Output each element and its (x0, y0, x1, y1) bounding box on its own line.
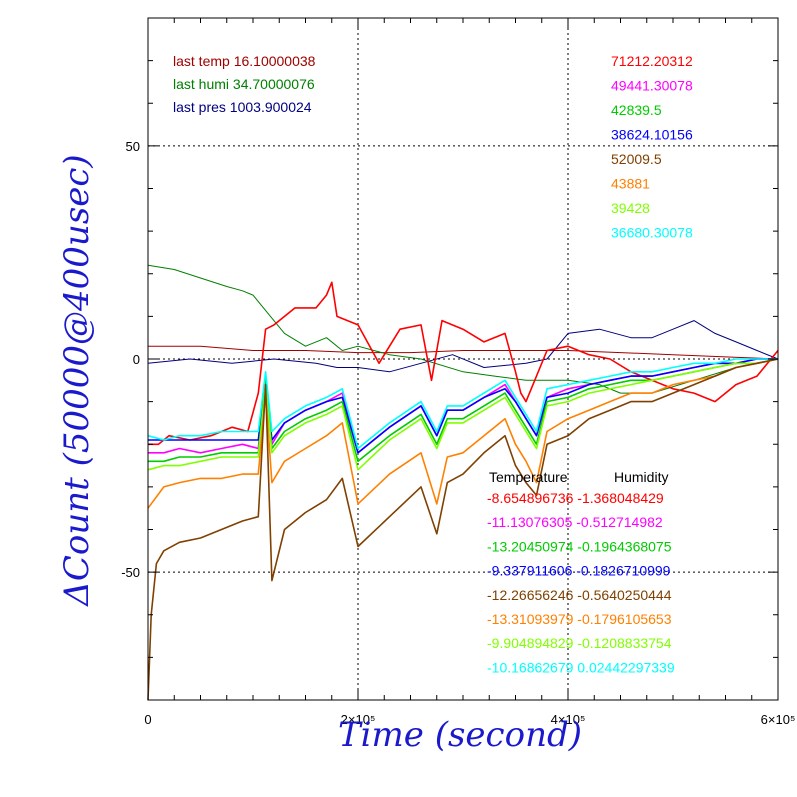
channel-value-4: 52009.5 (611, 151, 662, 167)
coefficient-row-4: -12.26656246 -0.5640250444 (487, 587, 672, 603)
x-tick-label-3: 6×10⁵ (761, 712, 796, 727)
x-axis-title: Time (second) (338, 715, 582, 755)
coefficient-row-5: -13.31093979 -0.1796105653 (487, 611, 672, 627)
channel-value-3: 38624.10156 (611, 127, 693, 143)
y-tick-label-0: -50 (121, 565, 140, 580)
last-value-0: last temp 16.10000038 (173, 53, 316, 69)
x-tick-label-0: 0 (144, 712, 151, 727)
channel-value-1: 49441.30078 (611, 78, 693, 94)
series-line-10 (147, 358, 779, 701)
x-tick-label-1: 2×10⁵ (341, 712, 376, 727)
channel-value-6: 39428 (611, 200, 650, 216)
series-line-2 (147, 320, 779, 373)
series-line-7 (147, 358, 779, 471)
coefficient-row-6: -9.904894829 -0.1208833754 (487, 635, 672, 651)
channel-value-0: 71212.20312 (611, 53, 693, 69)
series-line-9 (147, 358, 779, 509)
y-tick-label-1: 0 (133, 352, 140, 367)
channel-value-2: 42839.5 (611, 102, 662, 118)
coefficient-row-0: -8.654896736 -1.368048429 (487, 490, 664, 506)
coefficient-row-1: -11.13076305 -0.512714982 (487, 514, 663, 530)
coef-header-temperature: Temperature (489, 469, 568, 485)
coefficient-row-2: -13.20450974 -0.1964368075 (487, 538, 672, 554)
coefficient-row-3: -9.337911606 -0.1826710999 (487, 563, 671, 579)
x-tick-label-2: 4×10⁵ (551, 712, 586, 727)
last-value-2: last pres 1003.900024 (173, 99, 312, 115)
series-line-8 (147, 358, 778, 450)
series-line-1 (147, 264, 779, 394)
ticks: 0 2×10⁵ 4×10⁵ 6×10⁵ -50 0 50 (121, 17, 796, 727)
y-axis-title: ΔCount (50000@400usec) (57, 154, 97, 607)
coefficient-row-7: -10.16862679 0.02442297339 (487, 659, 675, 675)
y-tick-label-2: 50 (126, 139, 140, 154)
series-line-3 (148, 281, 779, 446)
last-value-1: last humi 34.70000076 (173, 76, 315, 92)
series-line-5 (148, 358, 778, 454)
channel-value-7: 36680.30078 (611, 225, 693, 241)
series-line-0 (148, 345, 779, 360)
coef-header-humidity: Humidity (614, 469, 668, 485)
channel-value-5: 43881 (611, 176, 650, 192)
annotations: last temp 16.10000038 last humi 34.700000… (173, 53, 693, 675)
series-lines (147, 264, 779, 701)
